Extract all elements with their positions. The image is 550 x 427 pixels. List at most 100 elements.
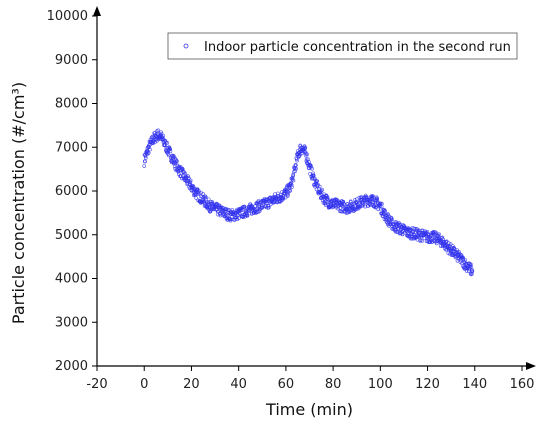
data-point [281,196,286,200]
data-point [320,187,324,192]
data-point [314,187,319,192]
data-point [375,196,379,201]
data-point [263,204,267,209]
data-point [146,151,151,155]
data-point [151,139,156,144]
data-point [461,256,466,260]
data-point [242,204,247,209]
data-point [186,174,190,179]
data-point [434,241,439,246]
data-point [203,196,207,200]
data-point [389,215,393,220]
data-point [440,235,445,240]
data-point [183,171,187,176]
data-point [201,198,206,203]
data-point [375,199,380,203]
data-point [291,178,296,183]
data-point [461,258,466,262]
data-point [201,192,205,196]
data-point [187,176,191,181]
data-point [194,196,198,200]
data-point [288,188,293,193]
x-tick-label: 140 [462,377,487,392]
data-point [283,192,287,196]
y-axis-title: Particle concentration (#/cm³) [9,82,28,324]
data-point [380,201,384,206]
data-point [390,217,394,222]
x-tick-label: 0 [140,377,148,392]
data-point [245,213,250,217]
data-point [196,191,201,195]
data-point [191,184,195,188]
data-point [142,164,147,168]
data-point [273,192,277,196]
data-point [199,190,203,195]
x-tick-label: 20 [183,377,200,392]
data-point [369,194,374,198]
data-point [143,159,147,164]
x-axis-arrow [526,362,536,370]
data-point [442,239,446,244]
data-point [298,152,303,156]
data-point [455,248,460,252]
data-point [179,174,183,179]
data-point [464,266,468,271]
data-point [447,241,451,246]
data-point [407,232,411,236]
data-point [304,157,309,161]
data-point [305,152,309,157]
data-point [297,154,302,158]
data-point [382,217,387,222]
data-point [215,209,220,214]
y-tick-label: 8000 [55,97,88,112]
data-point [378,202,382,207]
legend: Indoor particle concentration in the sec… [167,32,518,60]
x-axis-title: Time (min) [265,400,353,419]
data-point [300,151,304,156]
axes [93,6,536,370]
data-point [276,191,280,196]
data-point [289,183,294,187]
data-point [365,195,369,200]
y-tick-label: 5000 [55,228,88,243]
data-point [437,232,441,236]
data-point [371,194,375,198]
data-point [172,164,177,169]
data-point [208,209,212,214]
data-point [450,249,454,254]
data-point [206,197,211,202]
y-tick-label: 10000 [47,9,88,24]
data-point [207,204,212,209]
data-point [469,262,473,267]
data-point [144,156,148,160]
x-tick-label: 100 [368,377,393,392]
data-point [444,239,449,244]
x-tick-label: 60 [278,377,295,392]
data-point [430,240,435,244]
data-point [383,209,387,213]
data-point [290,177,295,182]
data-point [294,163,298,167]
x-ticks: -20 0 20 40 60 80 100 120 140 160 [86,366,534,392]
data-point [325,195,330,200]
data-point [425,230,430,234]
data-point [387,214,392,219]
data-point [260,206,265,210]
y-tick-label: 7000 [55,140,88,155]
data-point [378,206,383,211]
data-point [237,211,242,216]
data-point [354,197,359,201]
data-point [411,230,415,234]
data-point [463,266,467,270]
data-point [356,206,361,211]
data-point [279,193,283,197]
x-tick-label: -20 [86,377,107,392]
data-point [208,209,213,213]
data-point [170,158,175,163]
data-point [373,203,378,208]
data-point [168,147,172,151]
data-point [156,128,160,133]
y-tick-label: 3000 [55,315,88,330]
x-tick-label: 120 [415,377,440,392]
